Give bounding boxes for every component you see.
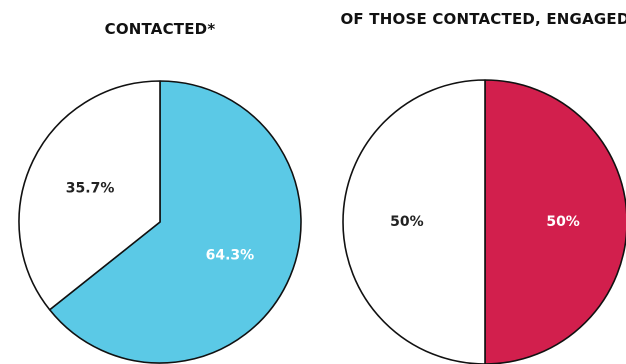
pie-slice-0-1 <box>18 80 161 311</box>
pie-slice-label-0-0: 64.3% <box>206 248 255 264</box>
pie-slice-1-1 <box>342 79 486 364</box>
chart-title-contacted: CONTACTED* <box>104 20 216 38</box>
chart-title-engaged: OF THOSE CONTACTED, ENGAGED <box>340 10 626 28</box>
pie-chart-engaged: 50% 50% <box>342 79 626 364</box>
pie-chart-contacted: 64.3% 35.7% <box>18 80 302 364</box>
pie-slice-label-0-1: 35.7% <box>66 180 115 196</box>
pie-slice-1-0 <box>484 79 626 364</box>
pie-slice-0-0 <box>48 80 302 364</box>
pie-slice-label-1-0: 50% <box>546 214 580 230</box>
pie-slice-label-1-1: 50% <box>390 214 424 230</box>
